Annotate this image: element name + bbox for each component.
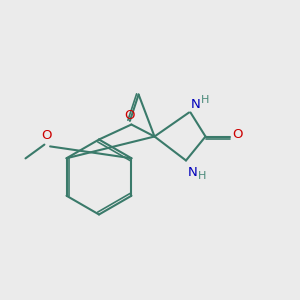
Text: N: N — [190, 98, 200, 111]
Text: O: O — [125, 109, 135, 122]
Text: O: O — [41, 129, 52, 142]
Text: N: N — [188, 166, 197, 179]
Text: H: H — [200, 95, 209, 105]
Text: H: H — [197, 171, 206, 181]
Text: O: O — [232, 128, 242, 141]
